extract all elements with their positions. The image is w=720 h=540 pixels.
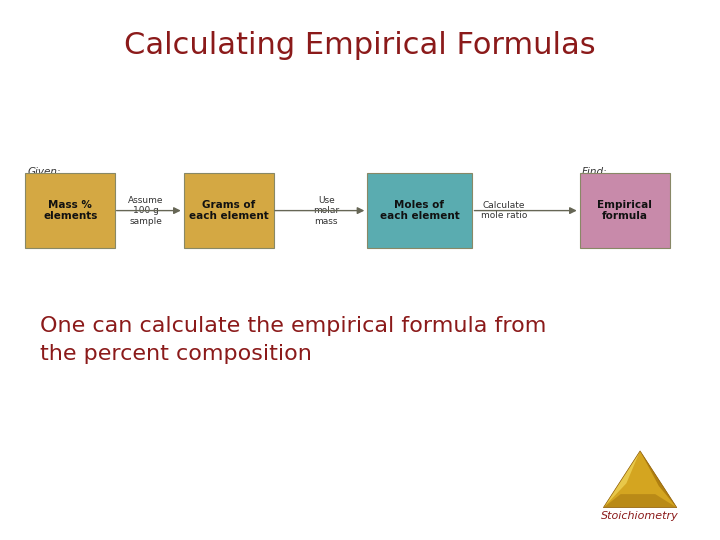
Text: Calculating Empirical Formulas: Calculating Empirical Formulas [124, 31, 596, 60]
FancyBboxPatch shape [184, 173, 274, 248]
Text: One can calculate the empirical formula from
the percent composition: One can calculate the empirical formula … [40, 316, 546, 364]
Text: Moles of
each element: Moles of each element [379, 200, 459, 221]
Text: Grams of
each element: Grams of each element [189, 200, 269, 221]
Text: Calculate
mole ratio: Calculate mole ratio [481, 201, 527, 220]
Text: Assume
100 g
sample: Assume 100 g sample [128, 195, 164, 226]
FancyBboxPatch shape [580, 173, 670, 248]
FancyBboxPatch shape [367, 173, 472, 248]
Polygon shape [640, 451, 677, 508]
Polygon shape [603, 451, 640, 508]
Text: Use
molar
mass: Use molar mass [313, 195, 339, 226]
FancyBboxPatch shape [25, 173, 115, 248]
Text: Given:: Given: [27, 167, 61, 177]
Text: Find:: Find: [582, 167, 608, 177]
Polygon shape [603, 494, 677, 508]
Text: Mass %
elements: Mass % elements [43, 200, 97, 221]
Text: Stoichiometry: Stoichiometry [601, 511, 679, 521]
Text: Empirical
formula: Empirical formula [597, 200, 652, 221]
Polygon shape [603, 451, 677, 508]
